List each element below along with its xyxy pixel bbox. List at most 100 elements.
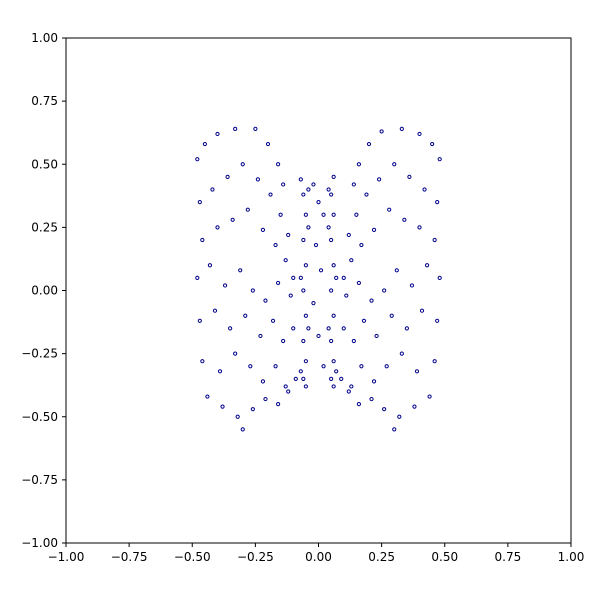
data-point bbox=[341, 326, 346, 331]
data-point bbox=[326, 187, 331, 192]
data-point bbox=[207, 263, 213, 268]
data-point bbox=[278, 212, 283, 217]
data-point bbox=[339, 376, 344, 381]
data-point bbox=[329, 376, 334, 381]
y-tick-label: 0.25 bbox=[31, 220, 58, 234]
y-tick-label: −0.25 bbox=[21, 347, 58, 361]
data-point bbox=[414, 369, 420, 374]
data-point bbox=[235, 414, 240, 419]
data-point bbox=[369, 298, 374, 303]
data-point bbox=[326, 326, 331, 331]
data-point bbox=[379, 129, 384, 134]
data-point bbox=[217, 369, 223, 374]
data-point bbox=[273, 242, 278, 248]
data-point bbox=[329, 192, 334, 197]
data-point bbox=[293, 376, 298, 381]
data-point bbox=[387, 207, 392, 212]
data-point bbox=[298, 275, 303, 280]
data-point bbox=[356, 162, 361, 167]
data-point bbox=[346, 389, 351, 394]
data-point bbox=[364, 192, 369, 197]
data-point bbox=[329, 237, 334, 243]
data-point bbox=[346, 232, 351, 238]
data-point bbox=[397, 414, 402, 419]
data-point bbox=[286, 389, 291, 394]
data-point bbox=[366, 141, 372, 147]
plot-frame bbox=[65, 37, 572, 544]
data-point bbox=[344, 293, 349, 298]
data-point bbox=[195, 275, 200, 280]
data-point bbox=[377, 177, 382, 182]
data-point bbox=[250, 407, 255, 412]
data-point bbox=[263, 298, 268, 303]
data-point bbox=[394, 268, 399, 273]
data-point bbox=[233, 351, 238, 356]
data-point bbox=[291, 275, 296, 280]
data-point bbox=[427, 394, 432, 399]
data-point bbox=[263, 396, 268, 402]
x-tick-label: −0.75 bbox=[111, 550, 148, 564]
data-point bbox=[283, 258, 288, 263]
data-point bbox=[435, 200, 440, 205]
data-point bbox=[341, 275, 346, 280]
x-axis: −1.00 −0.75 −0.50 −0.25 0.00 0.25 0.50 0.75 1.00 bbox=[48, 543, 584, 564]
data-point bbox=[407, 174, 412, 179]
data-point bbox=[349, 384, 354, 389]
data-point bbox=[374, 333, 379, 339]
data-point bbox=[424, 263, 430, 268]
data-point bbox=[361, 318, 367, 323]
data-point bbox=[276, 280, 281, 286]
y-axis: −1.00 −0.75 −0.50 −0.25 0.00 0.25 0.50 0.75 1.00 bbox=[21, 31, 66, 550]
x-tick-label: 0.50 bbox=[431, 550, 458, 564]
data-point bbox=[228, 326, 233, 331]
data-point bbox=[273, 364, 278, 369]
data-point bbox=[301, 192, 306, 197]
y-tick-label: 1.00 bbox=[31, 31, 58, 45]
data-point bbox=[371, 379, 377, 384]
data-point bbox=[318, 268, 324, 273]
data-point bbox=[331, 174, 336, 179]
data-point bbox=[316, 200, 321, 205]
data-point bbox=[359, 242, 364, 248]
data-point bbox=[404, 326, 409, 331]
data-point bbox=[258, 333, 263, 339]
data-point bbox=[220, 404, 225, 409]
data-point bbox=[245, 207, 250, 212]
data-point bbox=[301, 338, 306, 344]
x-tick-label: −0.50 bbox=[174, 550, 211, 564]
data-point bbox=[265, 141, 271, 147]
data-point bbox=[435, 318, 440, 323]
points-layer bbox=[195, 126, 442, 432]
data-point bbox=[351, 338, 356, 344]
data-point bbox=[303, 212, 308, 217]
data-point bbox=[291, 326, 296, 331]
y-tick-label: −0.50 bbox=[21, 410, 58, 424]
data-point bbox=[334, 369, 339, 374]
data-point bbox=[306, 326, 311, 331]
data-point bbox=[334, 275, 339, 280]
x-tick-label: 0.25 bbox=[368, 550, 395, 564]
data-point bbox=[222, 283, 228, 288]
data-point bbox=[281, 182, 286, 187]
data-point bbox=[417, 131, 422, 137]
data-point bbox=[288, 293, 293, 298]
y-tick-label: 0.75 bbox=[31, 94, 58, 108]
y-tick-label: −1.00 bbox=[21, 536, 58, 550]
data-point bbox=[331, 359, 336, 364]
data-point bbox=[422, 187, 427, 192]
data-point bbox=[200, 237, 205, 243]
data-point bbox=[432, 359, 437, 364]
data-point bbox=[212, 308, 218, 313]
data-point bbox=[432, 237, 437, 243]
data-point bbox=[389, 313, 394, 318]
data-point bbox=[301, 376, 306, 381]
data-point bbox=[351, 182, 356, 187]
data-point bbox=[301, 237, 306, 243]
data-point bbox=[311, 182, 316, 187]
x-tick-label: 0.00 bbox=[305, 550, 332, 564]
data-point bbox=[276, 162, 281, 167]
data-point bbox=[306, 225, 311, 230]
data-point bbox=[402, 217, 407, 222]
